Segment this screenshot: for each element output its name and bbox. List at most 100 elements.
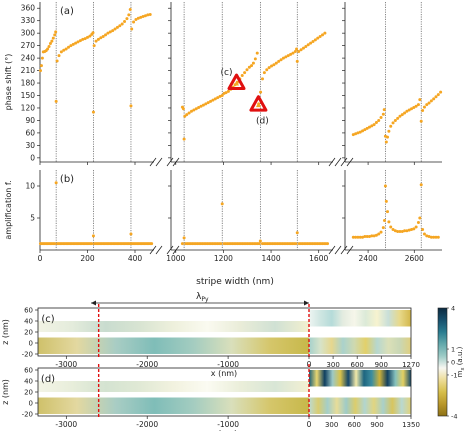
data-point [181, 107, 185, 111]
data-point [134, 17, 138, 21]
data-point [313, 38, 317, 42]
x-tick-label: 1000 [166, 254, 185, 263]
data-point [40, 56, 44, 60]
axis-break-left-a [340, 245, 348, 255]
data-point [257, 242, 261, 246]
data-point [383, 184, 387, 188]
x-tick-label: 1600 [309, 254, 328, 263]
data-point [38, 69, 42, 73]
data-point [125, 17, 129, 21]
data-point [379, 116, 383, 120]
data-point [74, 41, 78, 45]
data-point [293, 49, 297, 53]
data-point [377, 118, 381, 122]
data-point [46, 47, 50, 51]
data-point [115, 25, 119, 29]
data-point [148, 12, 152, 16]
data-point [199, 104, 203, 108]
data-point [277, 59, 281, 63]
data-point [365, 126, 369, 130]
data-point [243, 71, 247, 75]
z-tick-label: 40 [24, 318, 33, 326]
data-point [396, 229, 400, 233]
mode-marker-inner [255, 102, 261, 108]
data-point [185, 113, 189, 117]
data-point [407, 108, 411, 112]
data-point [247, 65, 251, 69]
z-tick-label: 60 [24, 307, 33, 315]
data-point [361, 235, 365, 239]
data-point [141, 15, 145, 19]
panel-label: (d) [41, 374, 55, 385]
data-point [62, 48, 66, 52]
data-point [370, 234, 374, 238]
data-point [50, 39, 54, 43]
data-point [436, 235, 440, 239]
data-point [396, 116, 400, 120]
data-point [91, 110, 95, 114]
data-point [54, 181, 58, 185]
data-point [384, 140, 388, 144]
data-point [201, 103, 205, 107]
data-point [367, 235, 371, 239]
data-point [255, 51, 259, 55]
data-point [39, 64, 43, 68]
z-tick-label: 40 [24, 378, 33, 386]
mx-map-panel-d: 60 40 20 0 -20 -3000 -2000 -1000 0 300 600 900 1350 z… [1, 364, 420, 431]
data-point [139, 15, 143, 19]
colorbar-bar [437, 307, 448, 417]
data-point [129, 104, 133, 108]
x-tick-label: 0 [307, 420, 312, 429]
left-top-strip [38, 321, 309, 332]
y-tick-label: 150 [21, 91, 36, 100]
data-point [83, 37, 87, 41]
data-point [309, 41, 313, 45]
right-top-strip [309, 310, 411, 327]
data-point [182, 137, 186, 141]
data-point [281, 56, 285, 60]
data-point [286, 54, 290, 58]
colorbar-label-sub: x [460, 368, 466, 371]
x-tick-label: 2600 [405, 254, 424, 263]
data-point [418, 98, 422, 102]
data-point [416, 103, 420, 107]
data-point [416, 220, 420, 224]
x-tick-label: 300 [325, 421, 338, 429]
colorbar-label: mx (a.u.) [456, 346, 466, 377]
data-point [389, 124, 393, 128]
y-tick-label: 120 [21, 103, 36, 112]
data-point [55, 59, 59, 63]
data-point [295, 59, 299, 63]
data-point [69, 44, 73, 48]
left-top-strip [38, 381, 309, 392]
data-point [398, 114, 402, 118]
axis-break-right-b [155, 245, 163, 255]
data-point [143, 14, 147, 18]
data-point [326, 242, 330, 246]
data-point [393, 118, 397, 122]
data-point [284, 55, 288, 59]
data-point [419, 183, 423, 187]
data-point [356, 131, 360, 135]
data-point [425, 103, 429, 107]
z-tick-label: -20 [22, 411, 33, 419]
y-tick-label: 10 [25, 182, 35, 191]
data-point [351, 235, 355, 239]
mode-marker-label: (d) [256, 117, 269, 127]
data-point [220, 94, 224, 98]
data-point [414, 104, 418, 108]
data-point [403, 229, 407, 233]
data-point [262, 71, 266, 75]
lambda-arrow-right-head [304, 300, 309, 306]
mode-marker-triangle [249, 95, 268, 112]
data-point [425, 234, 429, 238]
data-point [418, 216, 422, 220]
phase-shift-panel: 0 30 60 90 120 150 180 210 240 270 300 330 360 phase … [4, 2, 443, 167]
data-point [299, 48, 303, 52]
data-point [354, 132, 358, 136]
data-point [92, 44, 96, 48]
data-point [270, 64, 274, 68]
y-tick-label: 240 [21, 54, 36, 63]
y-tick-label: 90 [25, 116, 35, 125]
